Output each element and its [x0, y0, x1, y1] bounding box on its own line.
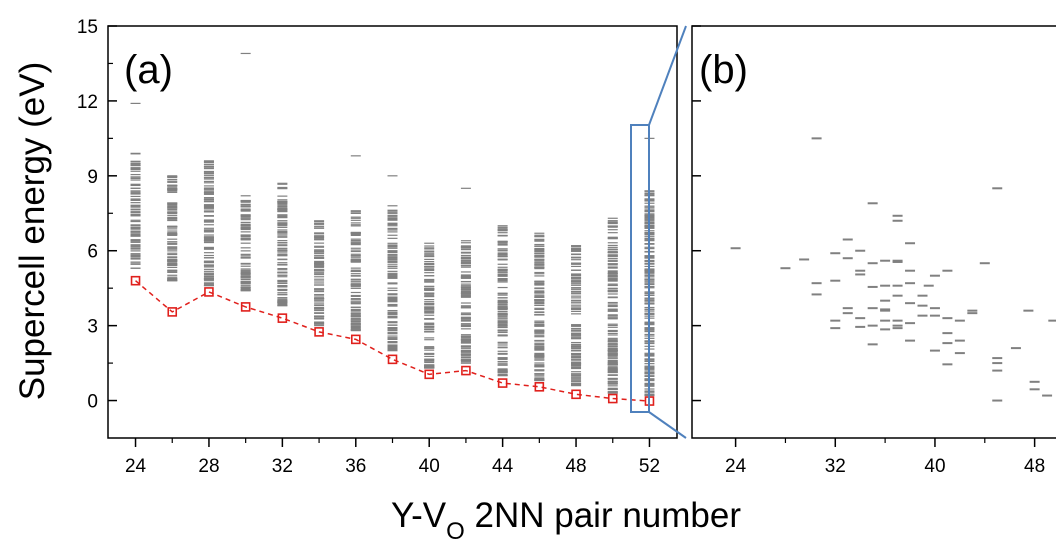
min-energy-point — [571, 389, 581, 400]
x-tick-label: 24 — [125, 456, 147, 477]
x-axis-title-subscript: O — [446, 518, 465, 545]
min-energy-point — [167, 307, 178, 317]
x-tick-label: 48 — [565, 456, 586, 477]
zoom-line-top — [648, 25, 687, 126]
x-tick-label: 44 — [492, 456, 514, 477]
x-tick-label: 52 — [639, 456, 660, 477]
min-energy-point — [387, 354, 398, 365]
min-energy-line — [135, 280, 650, 402]
min-energy-point — [534, 382, 545, 392]
dash-layer — [130, 52, 1056, 402]
highlight-box — [630, 124, 650, 413]
min-energy-point — [461, 365, 471, 376]
zoom-line-bottom — [648, 411, 687, 439]
x-tick-label: 36 — [345, 456, 366, 477]
y-tick-label: 15 — [77, 17, 98, 38]
min-energy-point — [314, 327, 324, 337]
min-energy-curve-layer — [130, 275, 655, 406]
min-energy-point — [424, 369, 435, 380]
x-tick-label-b: 48 — [1024, 456, 1045, 477]
y-tick-label: 0 — [87, 392, 98, 413]
x-tick-label: 28 — [198, 456, 219, 477]
panel-b-label: (b) — [699, 48, 748, 92]
panel-b-axes: 24 32 40 48 — [692, 25, 1045, 477]
x-tick-label-b: 24 — [725, 456, 747, 477]
min-energy-point — [497, 378, 508, 388]
y-axis-title: Supercell energy (eV) — [13, 62, 52, 401]
y-tick-label: 6 — [87, 242, 98, 263]
x-tick-label: 40 — [419, 456, 440, 477]
x-tick-label: 32 — [272, 456, 293, 477]
y-tick-label: 9 — [87, 167, 98, 188]
x-tick-label-b: 40 — [924, 456, 945, 477]
min-energy-point — [204, 287, 214, 297]
min-energy-point — [277, 313, 288, 323]
min-energy-point — [607, 393, 618, 404]
min-energy-point — [130, 275, 141, 286]
y-tick-label: 12 — [77, 92, 98, 113]
panel-b-frame — [691, 25, 1056, 439]
panel-a-label: (a) — [124, 48, 173, 92]
x-tick-label-b: 32 — [825, 456, 846, 477]
x-axis-title: Y-VO 2NN pair number — [391, 496, 741, 545]
x-axis-title-main: Y-V — [391, 496, 447, 535]
y-tick-label: 3 — [87, 317, 98, 338]
min-energy-point — [350, 334, 361, 345]
min-energy-point — [240, 302, 251, 312]
x-axis-title-tail: 2NN pair number — [465, 496, 742, 535]
